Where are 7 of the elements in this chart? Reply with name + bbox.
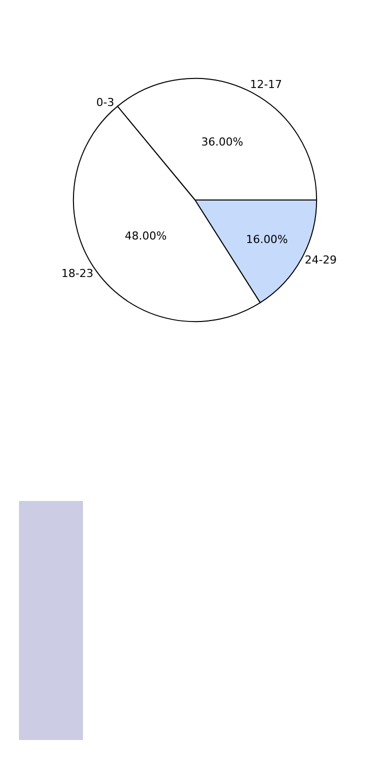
slice-label: 18-23 <box>61 267 94 280</box>
data-label: 16.00% <box>246 233 288 246</box>
category-label: 0-3 <box>96 96 114 109</box>
slice-label: 24-29 <box>304 254 337 267</box>
data-label: 48.00% <box>124 229 167 242</box>
data-label: 36.00% <box>201 136 244 149</box>
slice-label: 12-17 <box>250 78 282 92</box>
